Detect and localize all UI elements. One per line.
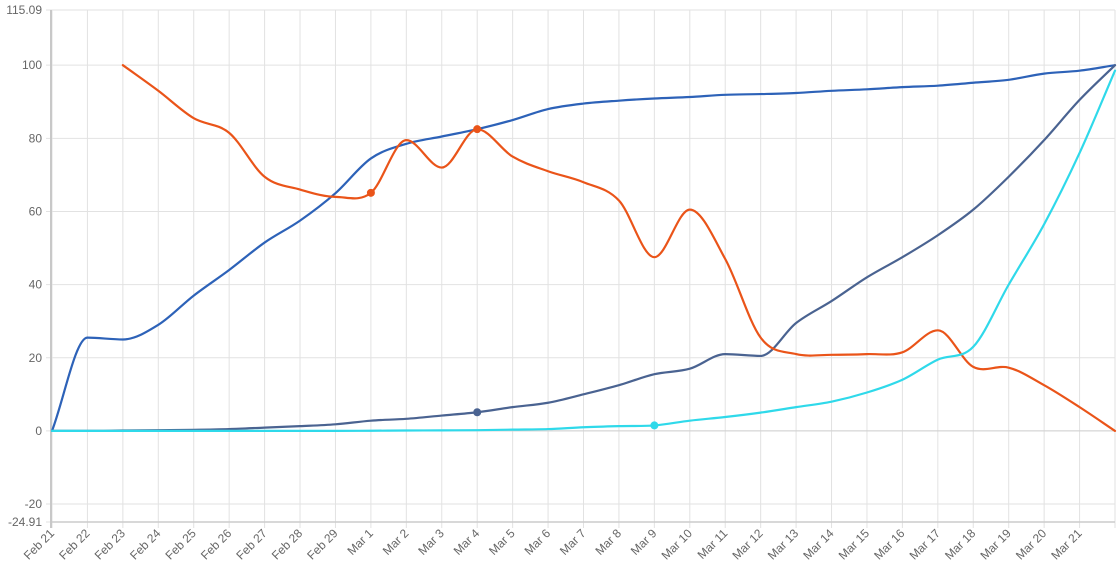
data-point-marker[interactable] xyxy=(650,421,659,430)
x-tick-label: Mar 6 xyxy=(522,526,554,558)
x-tick-label: Mar 14 xyxy=(800,526,837,563)
series-line-2 xyxy=(50,64,1117,433)
x-tick-label: Feb 27 xyxy=(233,526,270,563)
y-tick-label: 0 xyxy=(35,424,42,438)
x-tick-label: Mar 16 xyxy=(871,526,908,563)
x-tick-label: Mar 18 xyxy=(942,526,979,563)
data-point-marker[interactable] xyxy=(473,125,482,134)
y-axis-tick-labels: 115.09 100 80 60 40 20 0 -20 -24.91 xyxy=(6,3,42,529)
x-tick-label: Mar 13 xyxy=(765,526,802,563)
x-tick-label: Mar 3 xyxy=(415,526,447,558)
x-tick-label: Mar 1 xyxy=(344,526,376,558)
data-point-markers xyxy=(366,125,659,430)
y-tick-label: 100 xyxy=(22,58,42,72)
x-tick-label: Mar 10 xyxy=(659,526,696,563)
y-tick-label: 80 xyxy=(29,131,43,145)
x-tick-label: Feb 22 xyxy=(56,526,93,563)
y-tick-label: -20 xyxy=(25,497,43,511)
x-tick-label: Feb 28 xyxy=(269,526,306,563)
y-tick-label: 20 xyxy=(29,351,43,365)
series-line-4 xyxy=(50,69,1117,433)
x-tick-label: Mar 7 xyxy=(557,526,589,558)
x-tick-label: Mar 15 xyxy=(836,526,873,563)
x-tick-label: Feb 26 xyxy=(198,526,235,563)
x-tick-label: Mar 4 xyxy=(451,526,483,558)
series-lines xyxy=(50,64,1117,433)
x-tick-label: Mar 5 xyxy=(486,526,518,558)
x-tick-label: Feb 21 xyxy=(21,526,58,563)
x-tick-label: Feb 29 xyxy=(304,526,341,563)
y-tick-label: 115.09 xyxy=(6,3,42,17)
x-tick-label: Mar 12 xyxy=(729,526,766,563)
x-tick-label: Mar 17 xyxy=(907,526,944,563)
gridlines xyxy=(46,9,1116,528)
data-point-marker[interactable] xyxy=(366,188,375,197)
x-tick-label: Mar 8 xyxy=(592,526,624,558)
y-tick-label: 60 xyxy=(29,204,43,218)
x-tick-label: Mar 20 xyxy=(1013,526,1050,563)
x-tick-label: Feb 24 xyxy=(127,526,164,563)
y-tick-label: 40 xyxy=(29,278,43,292)
x-tick-label: Mar 2 xyxy=(380,526,412,558)
x-tick-label: Mar 21 xyxy=(1048,526,1085,563)
x-tick-label: Mar 11 xyxy=(695,526,731,562)
x-tick-label: Mar 9 xyxy=(628,526,660,558)
x-tick-label: Feb 23 xyxy=(92,526,129,563)
series-line-1 xyxy=(50,64,1117,433)
x-tick-label: Mar 19 xyxy=(978,526,1015,563)
y-tick-label: -24.91 xyxy=(8,515,42,529)
data-point-marker[interactable] xyxy=(473,408,482,417)
series-line-3 xyxy=(121,64,1117,433)
x-axis-tick-labels: Feb 21 Feb 22 Feb 23 Feb 24 Feb 25 Feb 26 Feb … xyxy=(21,526,1085,563)
x-tick-label: Feb 25 xyxy=(163,526,200,563)
